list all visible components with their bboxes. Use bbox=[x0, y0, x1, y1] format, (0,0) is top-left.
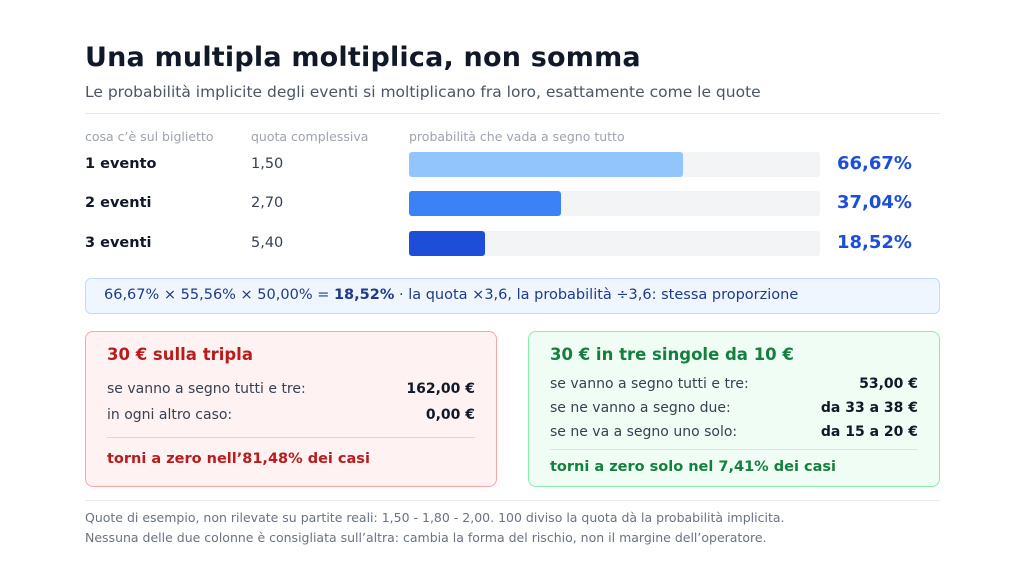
formula-box: 66,67% × 55,56% × 50,00% = 18,52% · la q… bbox=[85, 278, 940, 314]
bet-row-2: 2 eventi 2,70 37,04% bbox=[85, 191, 940, 217]
page-subtitle: Le probabilità implicite degli eventi si… bbox=[85, 83, 761, 101]
card-row-label: se vanno a segno tutti e tre: bbox=[107, 381, 306, 397]
bet-row-quota: 1,50 bbox=[251, 156, 284, 172]
header-divider bbox=[85, 113, 940, 114]
footer-divider bbox=[85, 500, 940, 501]
card-divider bbox=[107, 437, 475, 438]
card-divider bbox=[550, 449, 918, 450]
card-row-value: 0,00 € bbox=[425, 407, 475, 423]
column-header-ticket: cosa c’è sul biglietto bbox=[85, 129, 214, 144]
bet-row-label: 3 eventi bbox=[85, 235, 152, 251]
card-row: se vanno a segno tutti e tre: 162,00 € bbox=[107, 381, 475, 397]
bet-row-label: 1 evento bbox=[85, 156, 157, 172]
card-footer: torni a zero solo nel 7,41% dei casi bbox=[550, 459, 836, 475]
bet-row-quota: 5,40 bbox=[251, 235, 284, 251]
card-row: se ne vanno a segno due: da 33 a 38 € bbox=[550, 400, 918, 416]
card-row-value: 162,00 € bbox=[406, 381, 475, 397]
probability-bar-track bbox=[409, 191, 820, 216]
column-header-probability: probabilità che vada a segno tutto bbox=[409, 129, 625, 144]
footnote-2: Nessuna delle due colonne è consigliata … bbox=[85, 530, 767, 545]
probability-bar-track bbox=[409, 152, 820, 177]
bet-row-1: 1 evento 1,50 66,67% bbox=[85, 152, 940, 178]
card-row: se ne va a segno uno solo: da 15 a 20 € bbox=[550, 424, 918, 440]
probability-value: 66,67% bbox=[837, 153, 912, 174]
bet-row-quota: 2,70 bbox=[251, 195, 284, 211]
probability-bar-track bbox=[409, 231, 820, 256]
card-title: 30 € in tre singole da 10 € bbox=[550, 345, 794, 364]
probability-bar-fill bbox=[409, 231, 485, 256]
probability-bar-fill bbox=[409, 191, 561, 216]
card-row: in ogni altro caso: 0,00 € bbox=[107, 407, 475, 423]
probability-value: 18,52% bbox=[837, 232, 912, 253]
card-row-label: se ne va a segno uno solo: bbox=[550, 424, 738, 440]
card-row-value: 53,00 € bbox=[859, 376, 918, 392]
card-footer: torni a zero nell’81,48% dei casi bbox=[107, 451, 370, 467]
card-row-value: da 33 a 38 € bbox=[820, 400, 918, 416]
card-row-label: in ogni altro caso: bbox=[107, 407, 233, 423]
card-row: se vanno a segno tutti e tre: 53,00 € bbox=[550, 376, 918, 392]
card-single-bets: 30 € in tre singole da 10 € se vanno a s… bbox=[528, 331, 940, 487]
probability-bar-fill bbox=[409, 152, 683, 177]
page-title: Una multipla moltiplica, non somma bbox=[85, 42, 641, 73]
formula-result: 18,52% bbox=[333, 287, 395, 303]
formula-explanation: · la quota ×3,6, la probabilità ÷3,6: st… bbox=[398, 287, 799, 303]
card-row-label: se ne vanno a segno due: bbox=[550, 400, 731, 416]
card-title: 30 € sulla tripla bbox=[107, 345, 253, 364]
formula-calc: 66,67% × 55,56% × 50,00% = bbox=[104, 287, 330, 303]
card-triple-bet: 30 € sulla tripla se vanno a segno tutti… bbox=[85, 331, 497, 487]
probability-value: 37,04% bbox=[837, 192, 912, 213]
footnote-1: Quote di esempio, non rilevate su partit… bbox=[85, 510, 785, 525]
column-header-quota: quota complessiva bbox=[251, 129, 369, 144]
card-row-label: se vanno a segno tutti e tre: bbox=[550, 376, 749, 392]
card-row-value: da 15 a 20 € bbox=[820, 424, 918, 440]
bet-row-3: 3 eventi 5,40 18,52% bbox=[85, 231, 940, 257]
bet-row-label: 2 eventi bbox=[85, 195, 152, 211]
